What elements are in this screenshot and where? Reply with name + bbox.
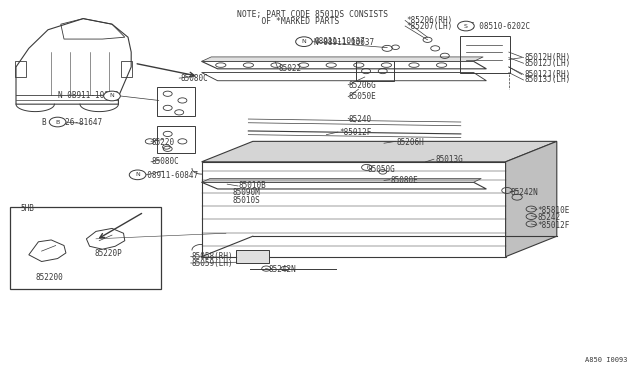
Text: 85010B: 85010B [239, 182, 266, 190]
Circle shape [104, 91, 120, 101]
Text: N: N [301, 39, 307, 44]
Text: N: N [135, 172, 140, 177]
Circle shape [458, 21, 474, 31]
Text: 85012J(RH): 85012J(RH) [525, 70, 571, 79]
Text: *85012F: *85012F [339, 128, 372, 137]
Text: OF *MARKED PARTS: OF *MARKED PARTS [237, 17, 339, 26]
Text: S 08510-6202C: S 08510-6202C [470, 22, 531, 31]
Text: 85242N: 85242N [511, 188, 538, 197]
Polygon shape [202, 179, 481, 182]
Text: 85206G: 85206G [349, 81, 376, 90]
Text: 85012H(RH): 85012H(RH) [525, 53, 571, 62]
Circle shape [49, 117, 66, 127]
Polygon shape [202, 57, 483, 61]
Text: *85207(LH): *85207(LH) [406, 22, 452, 31]
Text: N 08911-60847: N 08911-60847 [138, 171, 198, 180]
Text: 08911-10637: 08911-10637 [314, 37, 365, 46]
Text: 85013G: 85013G [435, 155, 463, 164]
FancyBboxPatch shape [10, 207, 161, 289]
Text: 85206H: 85206H [397, 138, 424, 147]
Text: N: N [109, 93, 115, 99]
Text: B: B [56, 119, 60, 125]
Text: 85220P: 85220P [95, 249, 122, 258]
Text: *85810E: *85810E [538, 206, 570, 215]
Polygon shape [202, 141, 557, 162]
Text: 85050E: 85050E [349, 92, 376, 101]
Text: *85206(RH): *85206(RH) [406, 16, 452, 25]
Text: N 0B911-10837: N 0B911-10837 [58, 92, 118, 100]
Text: 85010S: 85010S [232, 196, 260, 205]
Text: 85080C: 85080C [152, 157, 179, 166]
Text: *85012F: *85012F [538, 221, 570, 230]
Text: 85242N: 85242N [269, 265, 296, 274]
Text: 85013J(LH): 85013J(LH) [525, 76, 571, 84]
Text: 85058(RH): 85058(RH) [192, 252, 234, 261]
Text: 85240: 85240 [349, 115, 372, 124]
Text: 5HB: 5HB [20, 204, 35, 213]
Text: NOTE; PART CODE 8501DS CONSISTS: NOTE; PART CODE 8501DS CONSISTS [237, 10, 388, 19]
Circle shape [296, 37, 312, 46]
Text: 85242: 85242 [538, 213, 561, 222]
Text: 85220: 85220 [152, 138, 175, 147]
Text: 85080C: 85080C [180, 74, 208, 83]
Text: 85090M: 85090M [232, 188, 260, 197]
Text: 85022: 85022 [278, 64, 301, 73]
FancyBboxPatch shape [236, 250, 269, 263]
Text: 85012J(LH): 85012J(LH) [525, 59, 571, 68]
Text: S: S [464, 23, 468, 29]
Polygon shape [506, 141, 557, 257]
Circle shape [129, 170, 146, 180]
Text: N 08911-10637: N 08911-10637 [314, 38, 374, 47]
Text: 85059(LH): 85059(LH) [192, 259, 234, 267]
Text: 85080E: 85080E [390, 176, 418, 185]
Text: 852200: 852200 [35, 273, 63, 282]
Text: 85050G: 85050G [368, 165, 396, 174]
Text: B 08126-81647: B 08126-81647 [42, 118, 102, 126]
Text: A850 I0093: A850 I0093 [585, 357, 627, 363]
